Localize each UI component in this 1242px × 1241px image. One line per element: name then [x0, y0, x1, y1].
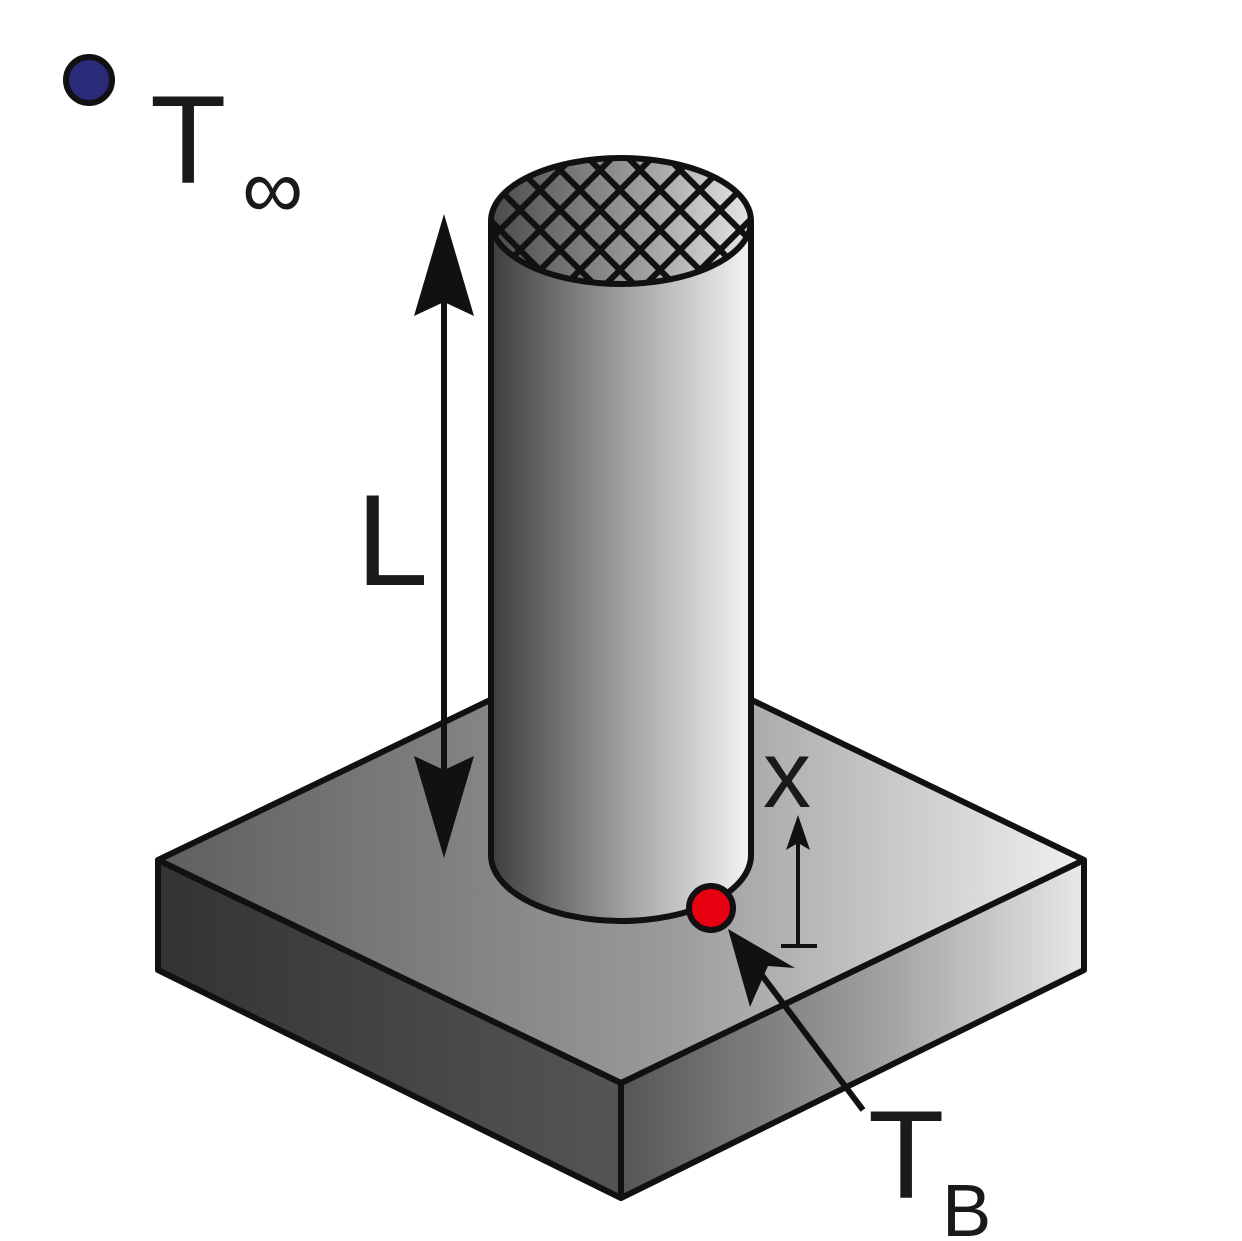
cylinder-cap-outline	[488, 155, 754, 287]
base-temperature-subscript: B	[942, 1169, 991, 1241]
base-temperature-symbol: T	[868, 1086, 944, 1225]
pointer-arrow	[728, 929, 866, 1112]
ambient-temperature-symbol: T	[150, 71, 226, 210]
length-label: L	[356, 467, 428, 613]
length-arrow	[414, 214, 474, 858]
cylinder-body	[488, 218, 754, 924]
cylinder-cap-hatching	[491, 158, 751, 284]
length-arrow-bottom-head	[414, 756, 474, 858]
position-arrow-head	[786, 815, 810, 850]
position-label: x	[763, 721, 811, 828]
pin-fin-cylinder	[488, 155, 754, 924]
ambient-temperature-marker	[63, 54, 115, 106]
length-arrow-top-head	[414, 214, 474, 316]
pointer-arrow-head	[728, 929, 795, 1007]
position-arrow	[781, 815, 817, 948]
base-temperature-marker	[686, 883, 736, 933]
ambient-temperature-subscript: ∞	[242, 141, 303, 237]
